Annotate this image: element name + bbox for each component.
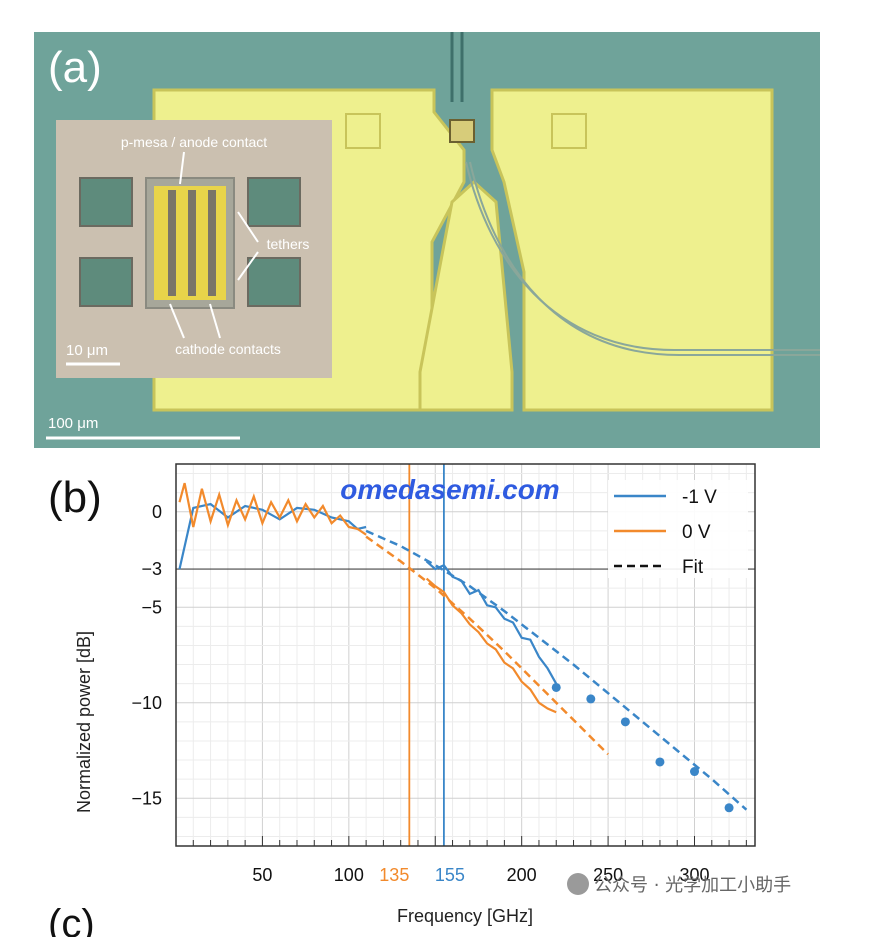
inset-pad-tl [79, 177, 133, 227]
data-point [586, 694, 596, 704]
plot-grid [176, 464, 755, 846]
bandwidth-chart: (b) 135 155 50 100 200 250 300 0 −3 −5 −10 −15 -1 … [48, 463, 791, 937]
waveguide-curve-2 [469, 161, 820, 356]
x-axis-label: Frequency [GHz] [397, 906, 533, 926]
main-scale-label: 100 μm [48, 415, 98, 432]
legend-box [608, 480, 748, 578]
right-gold-pad [490, 88, 774, 412]
series-line-0 V [178, 482, 557, 714]
micrograph-panel: p-mesa / anode contact tethers cathode c… [34, 32, 820, 448]
y-tick-label: 0 [152, 502, 162, 522]
device-center [449, 119, 475, 143]
axis-ticks: 50 100 200 250 300 0 −3 −5 −10 −15 [131, 502, 747, 885]
x-tick-label: 250 [593, 865, 623, 885]
data-point [551, 682, 561, 692]
legend: -1 V 0 V Fit [608, 480, 748, 578]
x-tick-label: 50 [252, 865, 272, 885]
data-point [724, 803, 734, 813]
plot-frame [175, 463, 756, 847]
data-point [620, 717, 630, 727]
data-point [655, 757, 665, 767]
panel-a-label: (a) [48, 43, 102, 92]
inset-finger-2 [188, 190, 196, 296]
y-tick-label: −3 [141, 559, 162, 579]
inset-pad-tr [247, 177, 301, 227]
alignment-mark-right [551, 113, 587, 149]
fit-curve-0 V [365, 535, 609, 756]
y-tick-label: −15 [131, 788, 162, 808]
inset-pad-bl [79, 257, 133, 307]
center-gold-pad [418, 179, 514, 412]
legend-label--1 V: -1 V [682, 487, 717, 508]
reference-label-135: 135 [379, 865, 409, 885]
x-tick-label: 100 [334, 865, 364, 885]
legend-label-Fit: Fit [682, 557, 704, 578]
inset-arrow-top [179, 151, 185, 185]
panel-b-label: (b) [48, 473, 102, 522]
panel-c-label: (c) [48, 902, 95, 937]
inset-finger-1 [168, 190, 176, 296]
inset-pad-br [247, 257, 301, 307]
x-tick-label: 200 [507, 865, 537, 885]
inset-arrow-bottom-2 [209, 303, 221, 339]
wechat-caption: 公众号 · 光学加工小助手 [594, 875, 791, 896]
inset-label-right: tethers [267, 236, 310, 252]
legend-label-0 V: 0 V [682, 522, 711, 543]
reference-label-155: 155 [435, 865, 465, 885]
data-point [690, 767, 700, 777]
inset-arrow-right-1 [237, 211, 259, 243]
y-axis-label: Normalized power [dB] [74, 631, 94, 813]
plot-series [178, 482, 748, 813]
inset-label-top: p-mesa / anode contact [121, 134, 267, 150]
inset-arrow-bottom-1 [169, 303, 185, 339]
fit-curve--1 V [365, 529, 748, 811]
alignment-mark-left [345, 113, 381, 149]
inset-finger-3 [208, 190, 216, 296]
inset-label-bottom: cathode contacts [175, 341, 281, 357]
watermark: omedasemi.com [340, 474, 559, 505]
inset-arrow-right-2 [237, 251, 259, 281]
x-tick-label: 300 [679, 865, 709, 885]
wechat-icon [567, 873, 589, 895]
inset-scale-label: 10 μm [66, 342, 108, 359]
y-tick-label: −5 [141, 597, 162, 617]
y-tick-label: −10 [131, 693, 162, 713]
wechat-caption-group: 公众号 · 光学加工小助手 [567, 873, 791, 896]
